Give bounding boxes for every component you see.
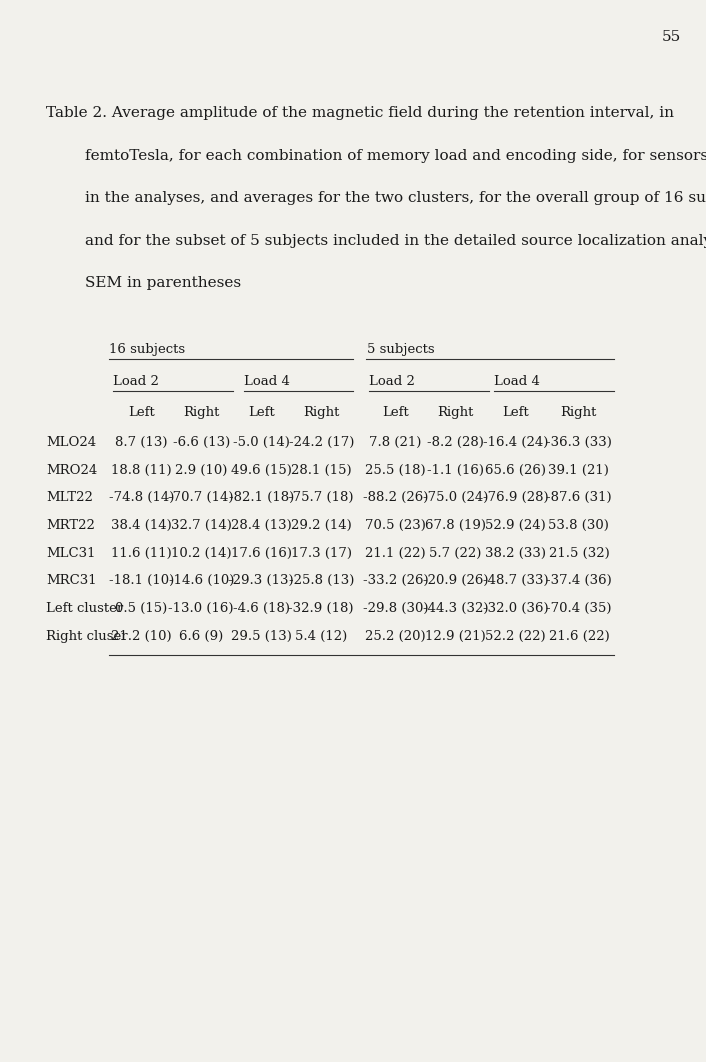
Text: 5.7 (22): 5.7 (22) (429, 547, 481, 560)
Text: 11.6 (11): 11.6 (11) (111, 547, 172, 560)
Text: -37.4 (36): -37.4 (36) (546, 575, 612, 587)
Text: 28.4 (13): 28.4 (13) (231, 519, 292, 532)
Text: 65.6 (26): 65.6 (26) (485, 464, 546, 477)
Text: -29.8 (30): -29.8 (30) (363, 602, 428, 615)
Text: 25.2 (20): 25.2 (20) (365, 630, 426, 643)
Text: Right: Right (303, 407, 340, 419)
Text: -75.0 (24): -75.0 (24) (423, 492, 488, 504)
Text: Right: Right (437, 407, 474, 419)
Text: -75.7 (18): -75.7 (18) (289, 492, 354, 504)
Text: Left: Left (248, 407, 275, 419)
Text: 12.9 (21): 12.9 (21) (425, 630, 486, 643)
Text: 18.8 (11): 18.8 (11) (111, 464, 172, 477)
Text: 0.5 (15): 0.5 (15) (115, 602, 167, 615)
Text: -6.6 (13): -6.6 (13) (172, 436, 230, 449)
Text: MRT22: MRT22 (46, 519, 95, 532)
Text: Left: Left (382, 407, 409, 419)
Text: Load 2: Load 2 (113, 375, 159, 388)
Text: Left: Left (128, 407, 155, 419)
Text: -33.2 (26): -33.2 (26) (363, 575, 428, 587)
Text: 21.1 (22): 21.1 (22) (365, 547, 426, 560)
Text: Load 2: Load 2 (369, 375, 415, 388)
Text: 29.5 (13): 29.5 (13) (231, 630, 292, 643)
Text: Load 4: Load 4 (494, 375, 540, 388)
Text: -76.9 (28): -76.9 (28) (483, 492, 548, 504)
Text: -70.7 (14): -70.7 (14) (169, 492, 234, 504)
Text: 49.6 (15): 49.6 (15) (231, 464, 292, 477)
Text: 52.2 (22): 52.2 (22) (485, 630, 546, 643)
Text: -74.8 (14): -74.8 (14) (109, 492, 174, 504)
Text: 67.8 (19): 67.8 (19) (425, 519, 486, 532)
Text: SEM in parentheses: SEM in parentheses (85, 276, 241, 290)
Text: MLT22: MLT22 (46, 492, 92, 504)
Text: -82.1 (18): -82.1 (18) (229, 492, 294, 504)
Text: -1.1 (16): -1.1 (16) (427, 464, 484, 477)
Text: -48.7 (33): -48.7 (33) (483, 575, 548, 587)
Text: -87.6 (31): -87.6 (31) (546, 492, 611, 504)
Text: -24.2 (17): -24.2 (17) (289, 436, 354, 449)
Text: 5.4 (12): 5.4 (12) (295, 630, 347, 643)
Text: MRC31: MRC31 (46, 575, 97, 587)
Text: 17.6 (16): 17.6 (16) (231, 547, 292, 560)
Text: -8.2 (28): -8.2 (28) (427, 436, 484, 449)
Text: -25.8 (13): -25.8 (13) (289, 575, 354, 587)
Text: 25.5 (18): 25.5 (18) (365, 464, 426, 477)
Text: -32.9 (18): -32.9 (18) (289, 602, 354, 615)
Text: -5.0 (14): -5.0 (14) (233, 436, 289, 449)
Text: 16 subjects: 16 subjects (109, 343, 186, 356)
Text: Load 4: Load 4 (244, 375, 289, 388)
Text: Left: Left (502, 407, 529, 419)
Text: 70.5 (23): 70.5 (23) (365, 519, 426, 532)
Text: -88.2 (26): -88.2 (26) (363, 492, 428, 504)
Text: -70.4 (35): -70.4 (35) (546, 602, 611, 615)
Text: Table 2. Average amplitude of the magnetic field during the retention interval, : Table 2. Average amplitude of the magnet… (46, 106, 674, 120)
Text: -32.0 (36): -32.0 (36) (483, 602, 548, 615)
Text: femtoTesla, for each combination of memory load and encoding side, for sensors u: femtoTesla, for each combination of memo… (85, 149, 706, 162)
Text: and for the subset of 5 subjects included in the detailed source localization an: and for the subset of 5 subjects include… (85, 234, 706, 247)
Text: 39.1 (21): 39.1 (21) (549, 464, 609, 477)
Text: 28.1 (15): 28.1 (15) (291, 464, 352, 477)
Text: 38.2 (33): 38.2 (33) (485, 547, 546, 560)
Text: -36.3 (33): -36.3 (33) (546, 436, 612, 449)
Text: 5 subjects: 5 subjects (367, 343, 435, 356)
Text: -13.0 (16): -13.0 (16) (169, 602, 234, 615)
Text: -18.1 (10): -18.1 (10) (109, 575, 174, 587)
Text: Right cluser: Right cluser (46, 630, 128, 643)
Text: Right: Right (561, 407, 597, 419)
Text: MLO24: MLO24 (46, 436, 96, 449)
Text: -14.6 (10): -14.6 (10) (169, 575, 234, 587)
Text: -44.3 (32): -44.3 (32) (423, 602, 488, 615)
Text: Left cluster: Left cluster (46, 602, 123, 615)
Text: 7.8 (21): 7.8 (21) (369, 436, 421, 449)
Text: 29.2 (14): 29.2 (14) (291, 519, 352, 532)
Text: -4.6 (18): -4.6 (18) (233, 602, 289, 615)
Text: 8.7 (13): 8.7 (13) (115, 436, 167, 449)
Text: 21.5 (32): 21.5 (32) (549, 547, 609, 560)
Text: 52.9 (24): 52.9 (24) (485, 519, 546, 532)
Text: 32.7 (14): 32.7 (14) (171, 519, 232, 532)
Text: -29.3 (13): -29.3 (13) (229, 575, 294, 587)
Text: 21.6 (22): 21.6 (22) (549, 630, 609, 643)
Text: -20.9 (26): -20.9 (26) (423, 575, 488, 587)
Text: 21.2 (10): 21.2 (10) (111, 630, 172, 643)
Text: 10.2 (14): 10.2 (14) (171, 547, 232, 560)
Text: MRO24: MRO24 (46, 464, 97, 477)
Text: MLC31: MLC31 (46, 547, 95, 560)
Text: 53.8 (30): 53.8 (30) (549, 519, 609, 532)
Text: 6.6 (9): 6.6 (9) (179, 630, 223, 643)
Text: Right: Right (183, 407, 220, 419)
Text: 2.9 (10): 2.9 (10) (175, 464, 227, 477)
Text: -16.4 (24): -16.4 (24) (483, 436, 548, 449)
Text: 38.4 (14): 38.4 (14) (111, 519, 172, 532)
Text: 17.3 (17): 17.3 (17) (291, 547, 352, 560)
Text: in the analyses, and averages for the two clusters, for the overall group of 16 : in the analyses, and averages for the tw… (85, 191, 706, 205)
Text: 55: 55 (662, 30, 681, 44)
